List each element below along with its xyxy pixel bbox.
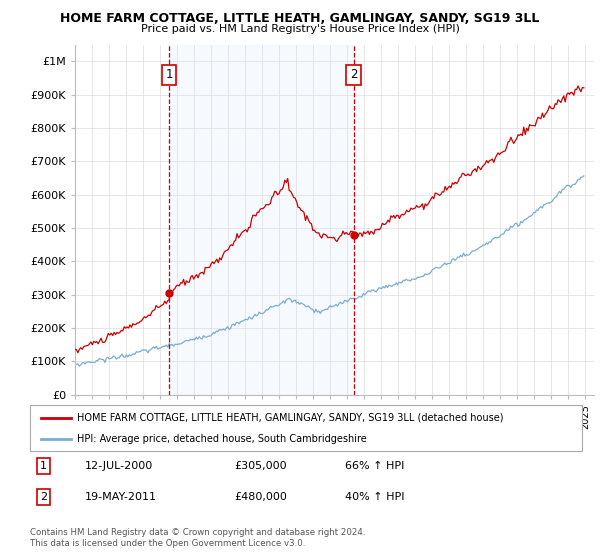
- Text: £480,000: £480,000: [234, 492, 287, 502]
- Text: 1: 1: [166, 68, 173, 81]
- Text: 12-JUL-2000: 12-JUL-2000: [85, 461, 154, 471]
- Text: Price paid vs. HM Land Registry's House Price Index (HPI): Price paid vs. HM Land Registry's House …: [140, 24, 460, 34]
- Text: 66% ↑ HPI: 66% ↑ HPI: [344, 461, 404, 471]
- Text: This data is licensed under the Open Government Licence v3.0.: This data is licensed under the Open Gov…: [30, 539, 305, 548]
- Text: Contains HM Land Registry data © Crown copyright and database right 2024.: Contains HM Land Registry data © Crown c…: [30, 528, 365, 536]
- Text: 2: 2: [350, 68, 358, 81]
- Text: 40% ↑ HPI: 40% ↑ HPI: [344, 492, 404, 502]
- Text: 1: 1: [40, 461, 47, 471]
- Bar: [169, 45, 354, 395]
- Text: £305,000: £305,000: [234, 461, 287, 471]
- Text: HOME FARM COTTAGE, LITTLE HEATH, GAMLINGAY, SANDY, SG19 3LL (detached house): HOME FARM COTTAGE, LITTLE HEATH, GAMLING…: [77, 413, 503, 423]
- FancyBboxPatch shape: [30, 405, 582, 451]
- Text: HPI: Average price, detached house, South Cambridgeshire: HPI: Average price, detached house, Sout…: [77, 435, 367, 444]
- Text: HOME FARM COTTAGE, LITTLE HEATH, GAMLINGAY, SANDY, SG19 3LL: HOME FARM COTTAGE, LITTLE HEATH, GAMLING…: [61, 12, 539, 25]
- Text: 2: 2: [40, 492, 47, 502]
- Text: 19-MAY-2011: 19-MAY-2011: [85, 492, 157, 502]
